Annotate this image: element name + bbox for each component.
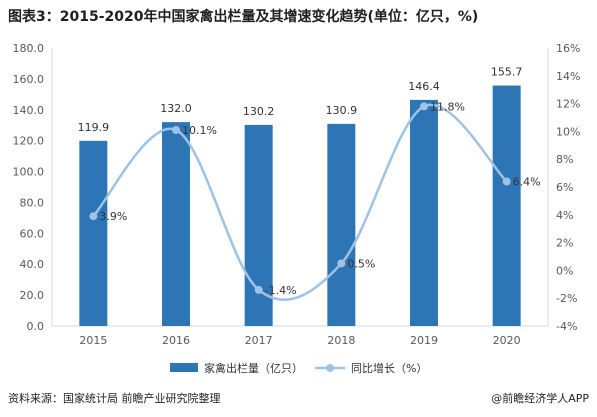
y-left-tick-label: 180.0: [13, 42, 45, 55]
y-right-tick-label: 10%: [556, 125, 580, 138]
bar-value-label: 132.0: [160, 102, 192, 115]
legend-bar-swatch: [170, 363, 198, 372]
bar: [79, 140, 108, 326]
growth-point: [420, 102, 428, 111]
y-right-tick-label: 6%: [556, 181, 573, 194]
brand-credit: @前瞻经济学人APP: [491, 392, 589, 405]
y-right-tick-label: 14%: [556, 70, 580, 83]
growth-point: [502, 177, 511, 186]
y-left-tick-label: 40.0: [20, 258, 45, 271]
growth-point: [337, 259, 346, 268]
bar-value-label: 146.4: [408, 80, 440, 93]
bar: [492, 85, 521, 326]
bar-value-label: 130.9: [326, 104, 358, 117]
y-left-tick-label: 140.0: [13, 104, 45, 117]
legend-bar-label: 家禽出栏量（亿只）: [204, 361, 303, 375]
y-right-tick-label: -2%: [556, 292, 577, 305]
growth-point: [89, 212, 98, 221]
y-right-tick-label: 16%: [556, 42, 580, 55]
x-tick-label: 2017: [245, 334, 273, 347]
y-left-tick-label: 100.0: [13, 166, 45, 179]
x-tick-label: 2016: [162, 334, 190, 347]
y-right-tick-label: 8%: [556, 153, 573, 166]
growth-value-label: 10.1%: [182, 124, 217, 137]
bar: [410, 99, 438, 326]
y-left-tick-label: 0.0: [27, 320, 45, 333]
bar-value-label: 155.7: [491, 66, 523, 79]
y-right-tick-label: 12%: [556, 98, 580, 111]
legend-line-marker: [326, 364, 334, 372]
y-left-tick-label: 80.0: [20, 196, 45, 209]
growth-value-label: 0.5%: [347, 257, 375, 270]
legend-line-label: 同比增长（%）: [351, 361, 427, 375]
y-left-tick-label: 120.0: [13, 135, 45, 148]
x-tick-label: 2020: [493, 334, 521, 347]
y-right-tick-label: 2%: [556, 237, 573, 250]
bar-value-label: 119.9: [78, 121, 110, 134]
y-right-tick-label: 4%: [556, 209, 573, 222]
growth-value-label: 6.4%: [513, 175, 541, 188]
growth-line: [92, 103, 508, 301]
x-tick-label: 2015: [79, 334, 107, 347]
chart-title: 图表3：2015-2020年中国家禽出栏量及其增速变化趋势(单位：亿只，%): [8, 9, 479, 25]
growth-point: [254, 285, 263, 294]
y-left-tick-label: 60.0: [20, 227, 45, 240]
x-tick-label: 2018: [327, 334, 355, 347]
bar: [162, 122, 190, 326]
y-right-tick-label: 0%: [556, 264, 573, 277]
bar: [327, 123, 356, 327]
source-note: 资料来源：国家统计局 前瞻产业研究院整理: [8, 392, 221, 405]
bar-value-label: 130.2: [243, 105, 275, 118]
y-left-tick-label: 160.0: [13, 73, 45, 86]
growth-value-label: 3.9%: [99, 210, 127, 223]
growth-point: [172, 126, 180, 135]
y-right-tick-label: -4%: [556, 320, 577, 333]
x-tick-label: 2019: [410, 334, 438, 347]
growth-value-label: 11.8%: [430, 100, 465, 113]
growth-value-label: -1.4%: [265, 284, 297, 297]
y-left-tick-label: 20.0: [20, 289, 45, 302]
